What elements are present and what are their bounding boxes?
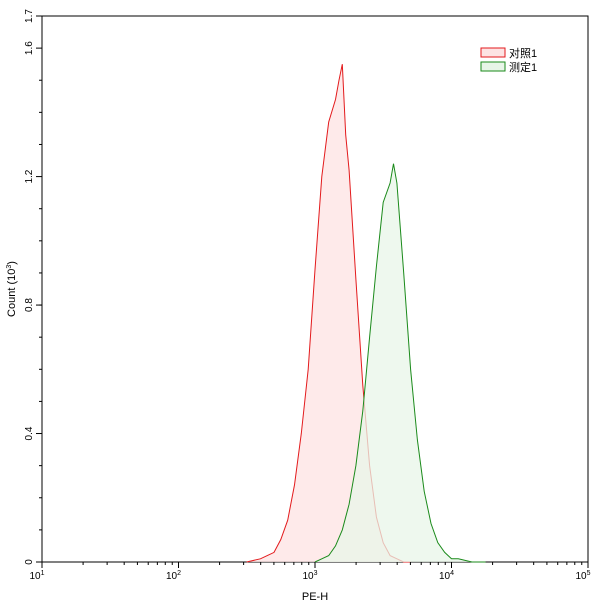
y-tick-label: 0	[24, 559, 35, 565]
x-tick-label: 105	[575, 570, 590, 582]
y-tick-label: 1.6	[24, 41, 35, 55]
legend-label-0: 对照1	[509, 46, 537, 60]
series-1-line	[314, 163, 486, 563]
y-tick-label: 0.4	[24, 426, 35, 440]
x-tick-label: 104	[439, 570, 454, 582]
series-layer	[246, 64, 486, 563]
y-tick-label: 1.7	[24, 9, 35, 23]
series-1-fill	[315, 163, 486, 562]
legend-swatch-0	[480, 47, 506, 58]
x-tick-label: 102	[166, 570, 181, 582]
series-0-fill	[246, 64, 411, 562]
x-tick-label: 103	[302, 570, 317, 582]
y-tick-label: 1.2	[24, 169, 35, 183]
y-tick-label: 0.8	[24, 298, 35, 312]
x-axis-title: PE-H	[302, 591, 328, 603]
legend-label-1: 测定1	[509, 60, 537, 74]
x-tick-label: 101	[29, 570, 44, 582]
y-axis-title: Count (103)	[6, 261, 18, 317]
legend-swatch-1	[480, 61, 506, 72]
